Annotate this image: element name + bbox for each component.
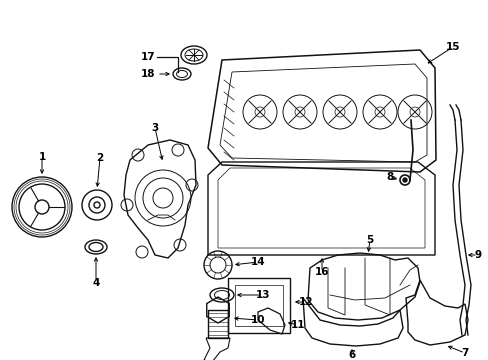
Text: 3: 3 [151,123,158,133]
Text: 4: 4 [92,278,100,288]
Text: 18: 18 [140,69,155,79]
Text: 15: 15 [445,42,459,52]
Bar [227,278,289,333]
Text: 13: 13 [255,290,270,300]
Text: 8: 8 [386,172,393,182]
Text: 14: 14 [250,257,265,267]
Text: 12: 12 [298,297,313,307]
Bar [207,310,227,338]
Text: 7: 7 [460,348,468,358]
Circle shape [402,178,406,182]
Text: 9: 9 [473,250,481,260]
Text: 1: 1 [38,152,45,162]
Text: 11: 11 [290,320,305,330]
Text: 5: 5 [366,235,373,245]
Bar [235,285,283,326]
Text: 16: 16 [314,267,328,277]
Text: 10: 10 [250,315,264,325]
Text: 2: 2 [96,153,103,163]
Text: 6: 6 [347,350,355,360]
Text: 17: 17 [140,52,155,62]
